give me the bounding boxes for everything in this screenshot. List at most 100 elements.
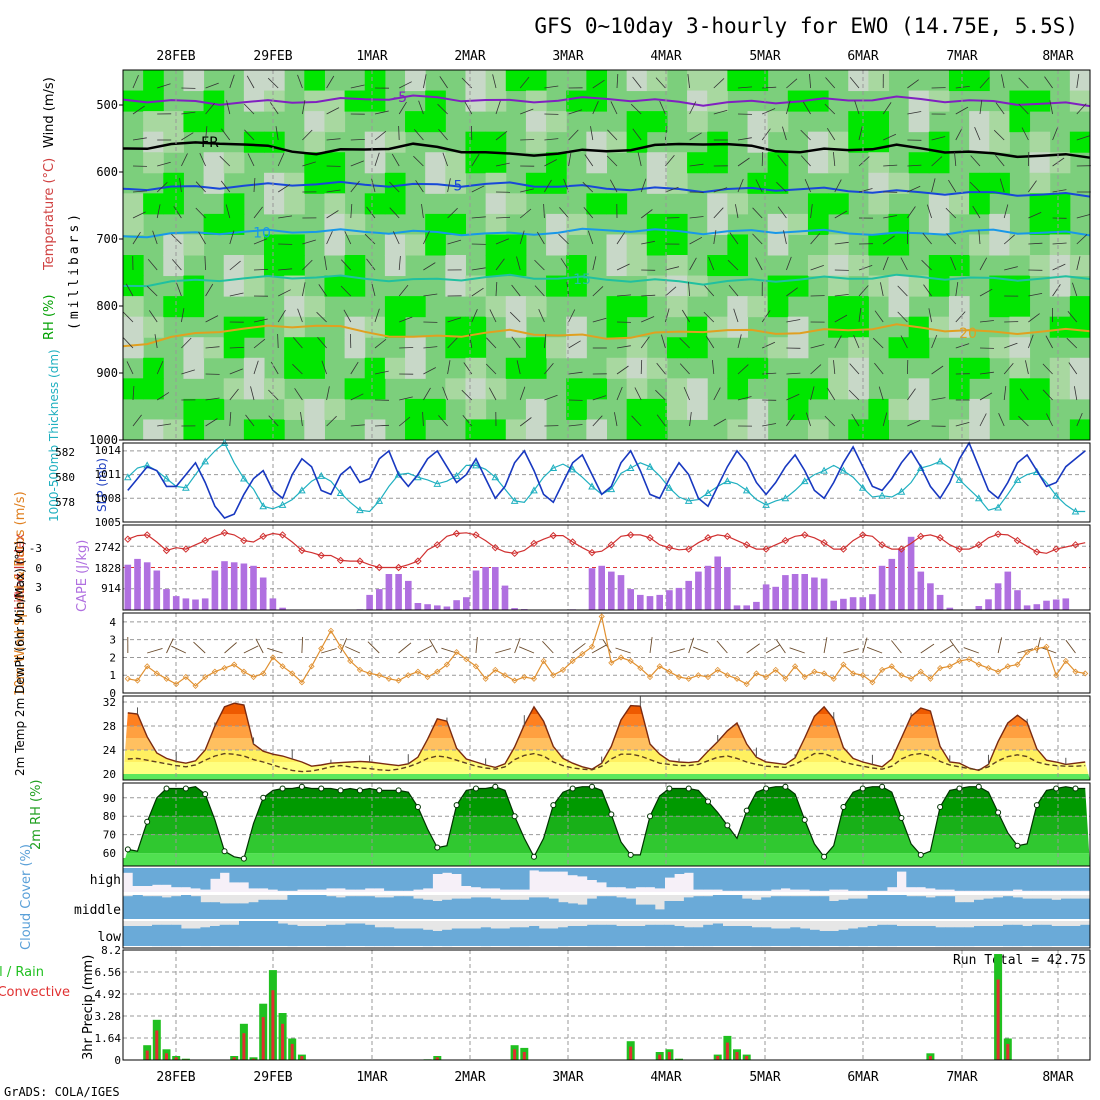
wind-barb xyxy=(907,420,921,427)
wind-barb xyxy=(126,361,134,375)
cloud-high-bar xyxy=(945,868,956,890)
cape-bar xyxy=(588,568,596,610)
wind-barb xyxy=(326,415,337,427)
wind-barb xyxy=(519,386,526,401)
cloud-middle-bar xyxy=(1041,898,1052,919)
rh-cell xyxy=(969,131,990,153)
wind-barb xyxy=(516,360,521,375)
rh-cell xyxy=(707,316,728,338)
rh-tick-90: 90 xyxy=(103,792,116,805)
rh-cell xyxy=(626,234,648,256)
wind-barb xyxy=(883,164,898,167)
wind-barb xyxy=(326,231,333,245)
rh-cell xyxy=(425,152,446,174)
lifted-index-point xyxy=(781,536,790,545)
cloud-low-bar xyxy=(200,927,211,947)
wind-barb-10m xyxy=(475,637,478,654)
rh-cell xyxy=(243,357,265,379)
thickness-point xyxy=(433,479,442,487)
temp-band-19 xyxy=(123,774,1090,780)
cape-bar xyxy=(627,589,634,610)
rh-cell xyxy=(445,213,466,235)
wind-barb xyxy=(544,138,559,141)
wind-speed-point xyxy=(414,668,422,675)
wind-barb xyxy=(199,153,206,167)
cloud-high-bar xyxy=(877,868,888,891)
cloud-high-bar xyxy=(432,868,443,874)
wind-barb-10m xyxy=(1065,639,1076,654)
rh-cell xyxy=(566,275,587,297)
wind-barb xyxy=(834,241,849,245)
wind-barb xyxy=(606,155,618,167)
rh-cell xyxy=(505,419,527,441)
wind-barb-10m xyxy=(345,646,361,654)
wind-barb xyxy=(389,207,400,219)
cloud-low-bar xyxy=(171,924,182,947)
rh-cell xyxy=(546,337,567,359)
rh-cell xyxy=(304,357,325,379)
wind-barb xyxy=(948,179,957,193)
cloud-high-bar xyxy=(355,868,366,890)
wind-barb xyxy=(737,396,752,401)
cloud-low-bar xyxy=(645,924,656,947)
wind-barb xyxy=(157,423,172,427)
lifted-index-point xyxy=(394,563,403,572)
cloud-high-bar xyxy=(645,868,656,888)
cloud-low-bar xyxy=(886,924,897,947)
lifted-index-point xyxy=(549,531,558,540)
rh-cell xyxy=(223,255,245,277)
wind-barb xyxy=(713,109,728,115)
rh-cell xyxy=(525,70,547,92)
wind-barb xyxy=(880,282,884,297)
cape-bar xyxy=(279,607,286,610)
cloud-middle-bar xyxy=(229,903,240,919)
cape-bar xyxy=(172,596,180,610)
rh-cell xyxy=(1049,255,1071,277)
wind-speed-point xyxy=(356,666,363,673)
thickness-point xyxy=(336,488,345,497)
wind-barb xyxy=(776,181,787,193)
wind-barb xyxy=(152,230,158,245)
wind-barb xyxy=(511,336,521,349)
rh-cell xyxy=(243,70,265,92)
rh-cell xyxy=(324,152,346,174)
cloud-low-bar xyxy=(403,928,414,946)
cloud-high-bar xyxy=(1032,868,1043,891)
wind-barb xyxy=(998,413,1005,427)
cloud-high-bar xyxy=(142,868,153,886)
wind-barb xyxy=(927,204,932,219)
cape-bar xyxy=(743,605,750,610)
rh-cell xyxy=(546,213,567,235)
wind-barb xyxy=(488,387,497,401)
wind-barb xyxy=(762,423,777,427)
precip-convective-bar xyxy=(271,990,275,1060)
cloud-middle-bar xyxy=(683,897,694,919)
wind-barb xyxy=(592,286,604,297)
wind-barb xyxy=(955,86,970,89)
rh-point xyxy=(782,783,789,790)
rh-cell xyxy=(445,378,466,400)
lifted-index-point xyxy=(452,529,461,538)
wind-barb xyxy=(244,129,255,141)
rh-cell xyxy=(747,419,769,441)
wind-speed-line xyxy=(127,614,1086,687)
cloud-high-bar xyxy=(693,868,704,890)
wind-barb xyxy=(495,238,510,245)
wind-barb xyxy=(752,207,763,219)
cape-bar xyxy=(1062,598,1070,610)
li-tick-6: 6 xyxy=(35,603,42,616)
wind-barb xyxy=(157,83,171,89)
wind-barb xyxy=(364,233,376,245)
cloud-low-bar xyxy=(355,923,366,946)
wind-barb xyxy=(1003,363,1014,375)
wind-barb xyxy=(173,206,182,219)
rh-cell xyxy=(445,152,466,174)
rh-cell xyxy=(1009,234,1031,256)
cloud-high-bar xyxy=(770,868,781,890)
rh-point xyxy=(414,803,421,810)
cloud-high-bar xyxy=(277,868,288,891)
rh-cell xyxy=(123,213,144,235)
cloud-high-bar xyxy=(123,868,134,873)
wind-barb xyxy=(277,333,279,349)
